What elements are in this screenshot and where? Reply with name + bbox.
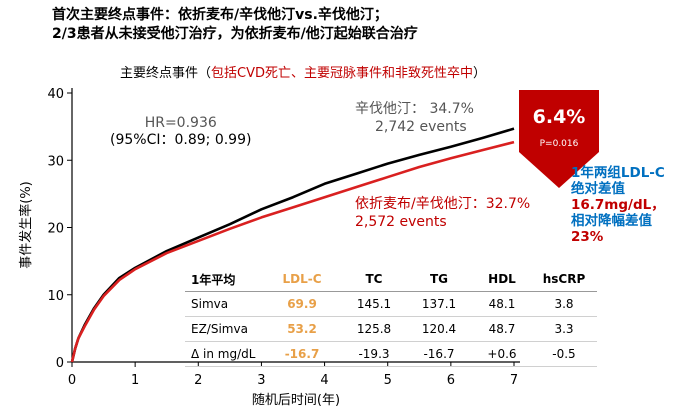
badge-shape <box>519 90 599 188</box>
table-cell: EZ/Simva <box>185 316 261 342</box>
note-line-3: 16.7mg/dL， <box>571 197 665 213</box>
subtitle-endpoint-definition: 包括CVD死亡、主要冠脉事件和非致死性卒中 <box>211 66 473 81</box>
subtitle-prefix: 主要终点事件（ <box>120 66 212 81</box>
table-header-row: 1年平均 LDL-C TC TG HDL hsCRP <box>185 267 597 292</box>
table-cell: Simva <box>185 291 261 317</box>
note-line-2: 绝对差值 <box>571 181 625 197</box>
headline-line-1: 首次主要终点事件：依折麦布/辛伐他汀vs.辛伐他汀； <box>52 7 388 23</box>
table-cell: -0.5 <box>531 341 597 367</box>
headline-line-2: 2/3患者从未接受他汀治疗，为依折麦布/他汀起始联合治疗 <box>52 26 418 42</box>
table-cell: -16.7 <box>405 341 473 367</box>
chart-subtitle: 主要终点事件（包括CVD死亡、主要冠脉事件和非致死性卒中） <box>120 62 486 81</box>
hazard-ratio-value: HR=0.936 <box>144 115 217 131</box>
ez-simva-annotation: 依折麦布/辛伐他汀：32.7% 2,572 events <box>355 195 530 231</box>
table-cell: Δ in mg/dL <box>185 341 261 367</box>
table-header-cell: TC <box>343 267 405 292</box>
table-header-cell: LDL-C <box>261 267 343 292</box>
table-cell: 145.1 <box>343 291 405 317</box>
ez-simva-curve <box>70 140 515 363</box>
table-header-cell: TG <box>405 267 473 292</box>
x-tick-label: 1 <box>131 373 139 388</box>
y-tick-label: 20 <box>47 222 64 237</box>
simva-rate: 辛伐他汀： 34.7% <box>355 101 474 117</box>
table-cell: 48.7 <box>473 316 531 342</box>
table-cell: 137.1 <box>405 291 473 317</box>
simva-events: 2,742 events <box>375 119 467 135</box>
lipid-table: 1年平均 LDL-C TC TG HDL hsCRP Simva 69.9 14… <box>185 267 597 367</box>
table-header-cell: hsCRP <box>531 267 597 292</box>
y-tick-label: 0 <box>56 356 64 371</box>
hazard-ratio-ci: (95%CI：0.89; 0.99) <box>110 132 252 148</box>
table-row: Simva 69.9 145.1 137.1 48.1 3.8 <box>185 291 597 317</box>
x-tick-label: 0 <box>68 373 76 388</box>
difference-badge: 6.4% P=0.016 <box>519 90 599 188</box>
x-tick-label: 7 <box>510 373 518 388</box>
ez-simva-rate: 依折麦布/辛伐他汀：32.7% <box>355 196 531 212</box>
table-header-cell: HDL <box>473 267 531 292</box>
table-cell: -16.7 <box>261 341 343 367</box>
badge-p-value: P=0.016 <box>540 139 579 149</box>
y-tick-label: 30 <box>47 154 64 169</box>
table-header-cell: 1年平均 <box>185 267 261 292</box>
note-line-5: 23% <box>571 229 604 245</box>
x-tick-label: 6 <box>447 373 455 388</box>
table-row: Δ in mg/dL -16.7 -19.3 -16.7 +0.6 -0.5 <box>185 341 597 367</box>
badge-value: 6.4% <box>533 106 586 128</box>
table-cell: 69.9 <box>261 291 343 317</box>
table-cell: 3.3 <box>531 316 597 342</box>
hazard-ratio: HR=0.936 (95%CI：0.89; 0.99) <box>110 115 251 149</box>
x-tick-label: 3 <box>257 373 265 388</box>
ez-simva-events: 2,572 events <box>355 214 447 230</box>
x-tick-label: 2 <box>194 373 202 388</box>
y-tick-label: 40 <box>47 87 64 102</box>
y-tick-label: 10 <box>47 289 64 304</box>
y-axis-label: 事件发生率(%) <box>18 181 34 269</box>
table-cell: -19.3 <box>343 341 405 367</box>
x-tick-label: 4 <box>320 373 328 388</box>
ldl-difference-note: 1年两组LDL-C 绝对差值 16.7mg/dL， 相对降幅差值 23% <box>571 165 665 245</box>
note-line-4: 相对降幅差值 <box>571 213 652 229</box>
note-line-1: 1年两组LDL-C <box>571 165 665 181</box>
table-cell: 125.8 <box>343 316 405 342</box>
table-cell: +0.6 <box>473 341 531 367</box>
table-cell: 48.1 <box>473 291 531 317</box>
table-cell: 3.8 <box>531 291 597 317</box>
table-cell: 53.2 <box>261 316 343 342</box>
subtitle-suffix: ） <box>473 66 487 81</box>
simva-annotation: 辛伐他汀： 34.7% 2,742 events <box>355 100 474 136</box>
x-axis-label: 随机后时间(年) <box>252 393 340 408</box>
table-row: EZ/Simva 53.2 125.8 120.4 48.7 3.3 <box>185 316 597 342</box>
table-cell: 120.4 <box>405 316 473 342</box>
x-tick-label: 5 <box>384 373 392 388</box>
